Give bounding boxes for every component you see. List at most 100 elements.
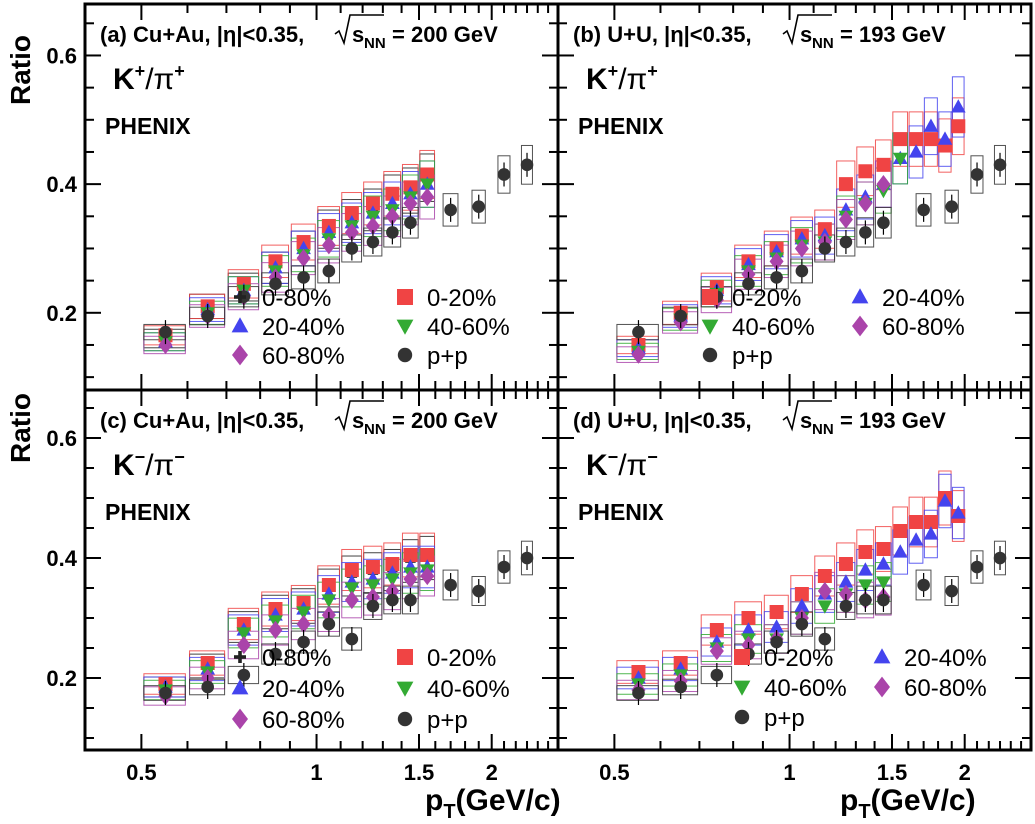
data-point [385,207,400,226]
x-tick-label: 2 [486,760,498,785]
legend-label: 0-80% [262,645,331,672]
ratio-num: K [586,63,608,96]
sys-box [471,576,486,606]
legend-label: 60-80% [904,675,987,702]
data-point [892,544,908,558]
experiment-label: PHENIX [578,499,664,525]
data-point [817,569,832,583]
data-point [839,235,853,249]
panel-title: (a) Cu+Au, |η|<0.35, [100,22,304,47]
data-point [709,641,724,661]
legend-label: 0-20% [764,645,833,672]
data-point [876,576,891,590]
panel-b: (b) U+U, |η|<0.35, s NN = 193 GeVK+/π+PHENI… [556,2,1033,392]
sys-box [944,576,959,606]
data-point [632,686,645,700]
y-tick-label: 0.6 [46,43,77,68]
legend-marker-v [238,651,242,663]
data-point [859,226,872,239]
data-point [839,599,853,613]
xlabel-left: pT(GeV/c) [425,784,561,823]
data-point [917,203,930,217]
ratio-num-sign: − [135,447,146,467]
data-point [794,239,809,258]
data-point [322,264,336,278]
ylabel-top: Ratio [5,35,36,105]
sys-box [944,189,959,224]
sys-box [442,569,459,601]
y-tick-label: 0.2 [46,301,77,326]
data-point [923,132,938,147]
data-point [344,206,359,221]
legend-marker [397,649,413,665]
sys-box [471,189,486,224]
legend-label: 20-40% [262,314,345,341]
ratio-num-sign: + [135,61,146,81]
data-point [497,560,511,574]
data-point [631,345,646,364]
legend-label: 0-20% [732,285,801,312]
ratio-label: K−/π− [113,447,185,482]
data-point [237,668,251,682]
sqrt-sub: NN [812,35,834,52]
data-point [520,158,534,172]
panel-title: (b) U+U, |η|<0.35, [573,22,752,47]
data-point [419,178,435,192]
legend-label: 0-80% [262,285,331,312]
legend-marker [734,709,750,725]
y-tick-label: 0.2 [46,666,77,691]
energy-label: = 193 GeV [840,408,946,433]
data-point [838,177,853,192]
data-point [859,593,872,607]
sqrt-symbol [782,400,832,432]
xlabel-sub: T [858,801,870,823]
data-point [321,236,336,255]
data-point [877,593,890,607]
sys-box [874,206,892,239]
sqrt-s: s [352,408,364,433]
sys-box [908,125,924,179]
panel-frame [556,388,1033,752]
legend-marker [231,317,249,333]
panel-title: (d) U+U, |η|<0.35, [573,408,752,433]
ratio-den: /π [145,449,174,482]
experiment-label: PHENIX [105,499,191,525]
legend: 0-20% 20-40% 40-60% 60-80% p+p [701,285,965,370]
data-point [909,132,924,147]
ratio-label: K+/π+ [586,61,658,96]
legend-label: 40-60% [427,676,510,703]
legend-marker [396,681,414,697]
data-point [838,574,854,588]
data-point [321,578,336,592]
experiment-label: PHENIX [578,113,664,139]
data-point [296,249,311,268]
data-point [937,493,953,507]
data-point [838,210,853,229]
ylabel-bottom: Ratio [5,393,36,463]
data-point [344,563,359,577]
data-point [386,593,399,607]
data-point [420,548,435,562]
data-point [838,557,853,571]
data-point [201,680,214,694]
ratio-den: /π [145,63,174,96]
y-tick-label: 0.6 [46,426,77,451]
data-point [420,167,435,182]
ratio-label: K+/π+ [113,61,185,96]
data-point [385,186,400,201]
data-point [404,593,417,607]
data-point [876,157,891,172]
sqrt-sub: NN [812,421,834,438]
legend-marker [851,288,869,304]
data-point [794,598,810,612]
data-point [297,271,310,284]
data-point [923,515,938,529]
energy-label: = 193 GeV [840,22,946,47]
data-point [403,548,418,562]
legend: 0-20% 20-40% 40-60% 60-80% p+p [733,645,987,732]
legend-marker [232,708,248,730]
sqrt-s: s [352,22,364,47]
data-point [876,542,891,556]
legend-marker [234,651,246,663]
